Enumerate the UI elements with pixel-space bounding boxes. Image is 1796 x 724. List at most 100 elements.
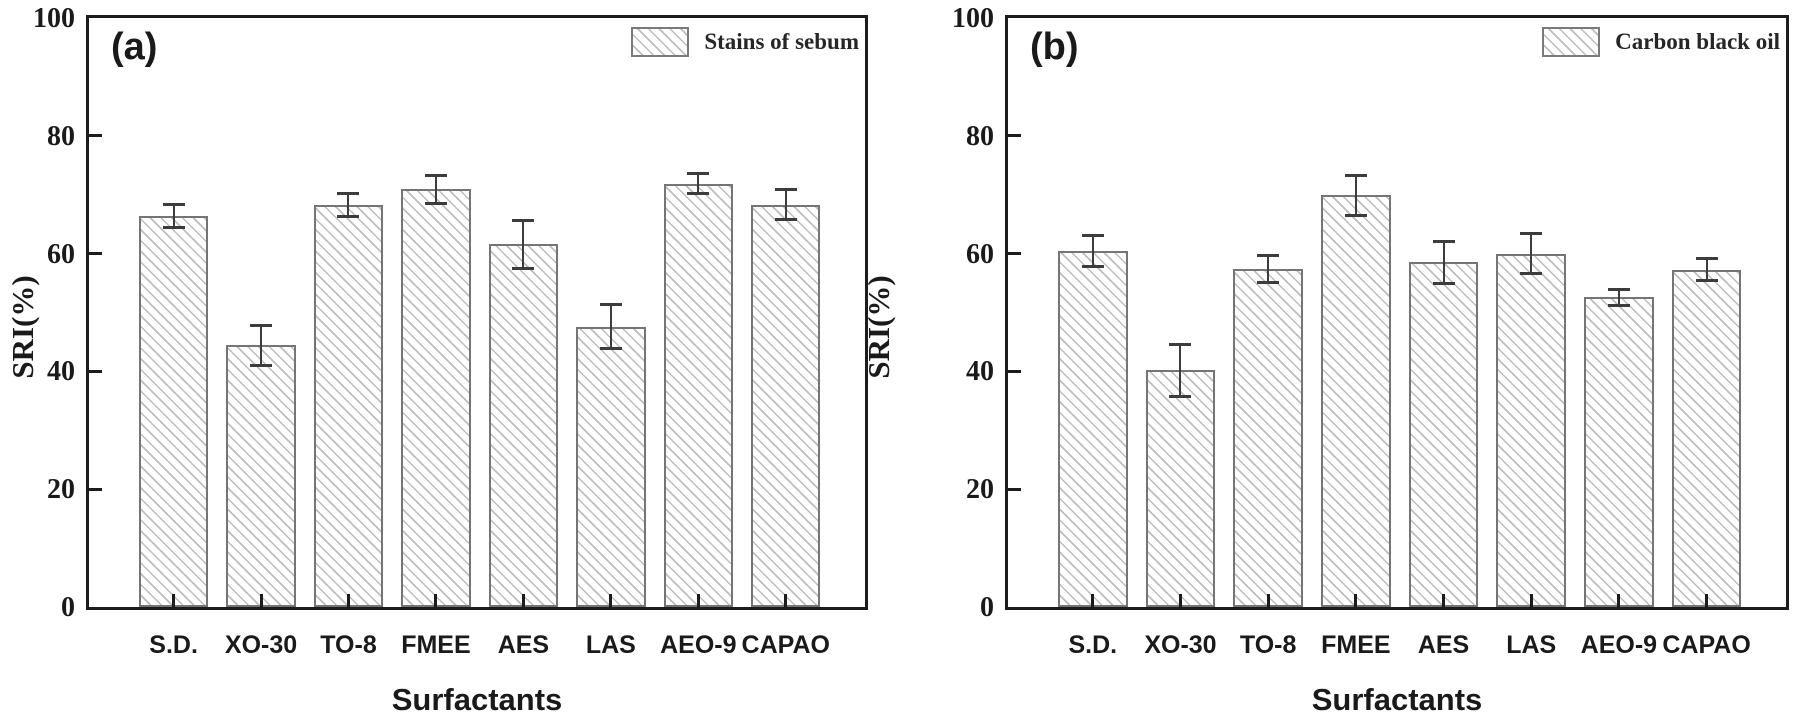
x-category-label: S.D.: [149, 631, 198, 659]
x-tick: [1529, 594, 1533, 607]
error-bar-line: [1091, 233, 1094, 268]
legend-label-b: Carbon black oil: [1615, 29, 1780, 54]
bar-s.d.: [138, 215, 209, 607]
error-bar-line: [1705, 256, 1708, 283]
error-bar-cap-bottom: [337, 214, 360, 218]
error-bar-cap-top: [1695, 256, 1718, 260]
x-axis-title-b: Surfactants: [1311, 682, 1483, 717]
error-bar-line: [347, 191, 350, 218]
y-tick-label: 40: [966, 356, 994, 388]
error-bar-cap-bottom: [250, 364, 273, 368]
bar-fmee: [401, 189, 471, 607]
error-bar-cap-bottom: [1169, 394, 1192, 398]
panel-label-a: (a): [111, 26, 158, 68]
x-axis-title-a: Surfactants: [391, 682, 563, 717]
y-tick: [89, 369, 102, 373]
error-bar-cap-bottom: [162, 225, 185, 229]
x-tick: [346, 594, 350, 607]
x-tick: [1442, 594, 1446, 607]
panel-label-b: (b): [1030, 26, 1079, 68]
legend-label-a: Stains of sebum: [704, 29, 859, 54]
error-bar-cap-bottom: [424, 201, 447, 205]
bar-capao: [1671, 269, 1742, 607]
x-tick: [696, 594, 700, 607]
y-tick-label: 60: [47, 238, 75, 270]
y-tick-label: 0: [61, 592, 75, 623]
error-bar-cap-top: [1432, 240, 1455, 244]
error-bar-cap-bottom: [1520, 272, 1543, 276]
legend-b: Carbon black oil: [1542, 27, 1780, 57]
error-bar-line: [1442, 240, 1445, 285]
plot-area-a: (a) Stains of sebum 0 20 40 60 80 100 S.D. XO-3…: [33, 3, 868, 659]
error-bar-cap-bottom: [774, 218, 797, 222]
y-tick-label: 40: [47, 356, 75, 388]
y-tick-label: 100: [33, 3, 75, 34]
y-tick: [89, 252, 102, 256]
x-tick: [609, 594, 613, 607]
error-bar-cap-top: [774, 188, 797, 192]
y-tick: [1008, 252, 1021, 256]
error-bar-cap-top: [250, 323, 273, 327]
hatched-swatch-icon: [631, 27, 690, 57]
bar-las: [576, 326, 646, 607]
x-tick: [259, 594, 263, 607]
error-bar-cap-top: [512, 218, 535, 222]
x-category-label: LAS: [1506, 631, 1557, 659]
plot-area-b: (b) Carbon black oil 0 20 40 60 80 100 S.D. XO-…: [952, 3, 1789, 659]
error-bar-cap-top: [1344, 174, 1367, 178]
error-bar-cap-bottom: [1607, 303, 1630, 307]
bar-las: [1496, 253, 1566, 607]
x-category-label: AEO-9: [1580, 631, 1658, 659]
x-category-label: XO-30: [224, 631, 298, 659]
x-category-label: AES: [497, 631, 550, 659]
bar-fmee: [1321, 195, 1391, 607]
x-tick: [521, 594, 525, 607]
x-category-label: XO-30: [1144, 631, 1217, 659]
y-tick-label: 80: [47, 120, 75, 152]
x-category-label: S.D.: [1068, 631, 1118, 659]
bar-to-8: [313, 204, 384, 607]
error-bar-line: [609, 303, 612, 351]
legend-a: Stains of sebum: [631, 27, 859, 57]
error-bar-cap-top: [1607, 287, 1630, 291]
x-tick: [784, 594, 788, 607]
error-bar-cap-bottom: [1432, 281, 1455, 285]
error-bar-line: [260, 323, 263, 368]
bar-s.d.: [1057, 250, 1128, 607]
error-bar-line: [697, 171, 700, 196]
y-tick-label: 80: [966, 120, 994, 152]
bar-to-8: [1233, 268, 1303, 607]
error-bar-cap-top: [1257, 254, 1280, 258]
x-category-label: TO-8: [320, 631, 377, 659]
x-tick: [172, 594, 176, 607]
y-axis-title-b: SRI(%): [861, 275, 896, 379]
x-tick: [1705, 594, 1709, 607]
y-tick: [1008, 369, 1021, 373]
error-bar-cap-bottom: [599, 347, 622, 351]
error-bar-cap-bottom: [1344, 213, 1367, 217]
x-tick: [434, 594, 438, 607]
error-bar-line: [172, 202, 175, 229]
y-tick: [89, 487, 102, 491]
x-category-label: CAPAO: [1662, 631, 1751, 659]
error-bar-cap-bottom: [512, 266, 535, 270]
bar-aeo-9: [1584, 297, 1654, 607]
x-category-label: TO-8: [1239, 631, 1297, 659]
error-bar-cap-top: [162, 202, 185, 206]
x-category-label: CAPAO: [741, 631, 830, 659]
y-tick: [89, 134, 102, 138]
bar-xo-30: [226, 345, 296, 607]
error-bar-line: [434, 174, 437, 205]
x-category-label: FMEE: [1321, 631, 1391, 659]
y-tick-label: 100: [952, 3, 994, 34]
x-tick: [1617, 594, 1621, 607]
bar-aes: [488, 244, 559, 607]
y-tick-label: 60: [966, 238, 994, 270]
error-bar-cap-bottom: [687, 192, 710, 196]
error-bar-line: [784, 188, 787, 222]
error-bar-cap-top: [687, 171, 710, 175]
bar-aeo-9: [663, 183, 734, 607]
x-category-label: FMEE: [401, 631, 471, 659]
y-tick-label: 0: [980, 592, 994, 623]
